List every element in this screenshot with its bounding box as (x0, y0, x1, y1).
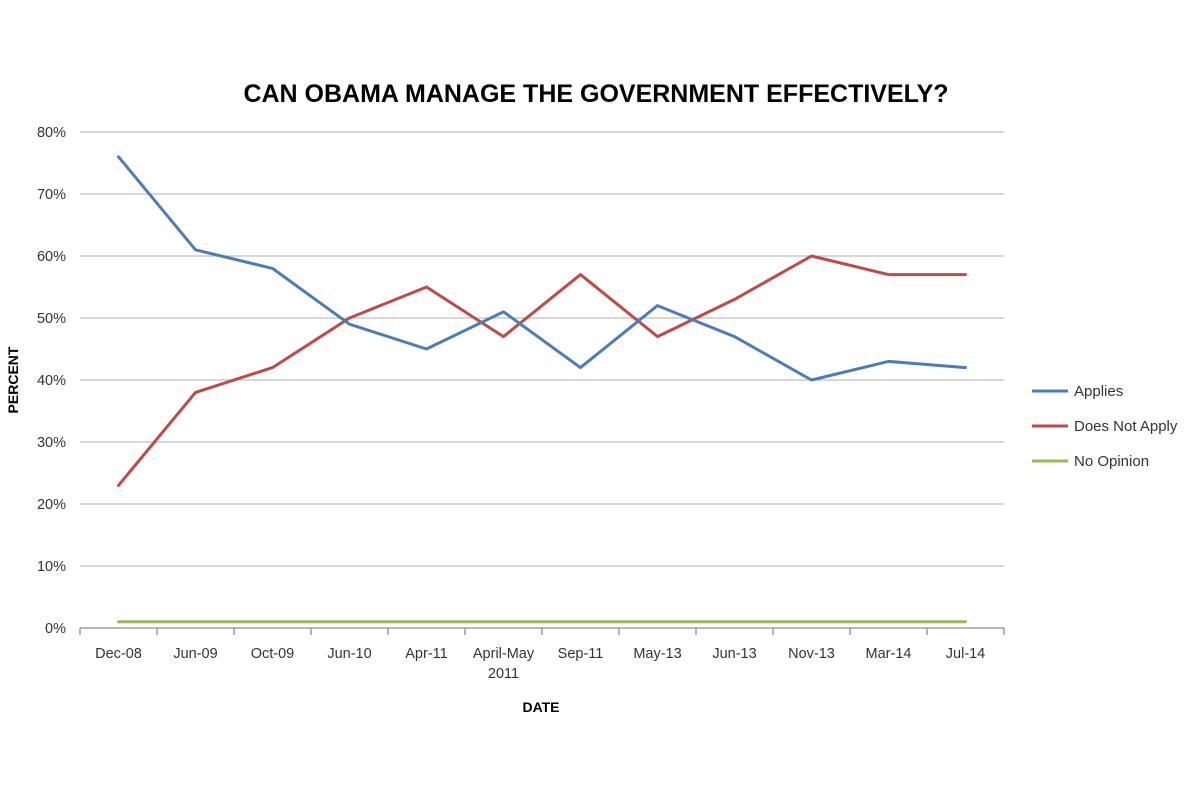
x-tick-label: April-May 2011 (473, 646, 535, 682)
x-tick-label: Oct-09 (251, 646, 295, 662)
x-tick-label: Nov-13 (788, 646, 835, 662)
x-tick-label: Jun-10 (327, 646, 371, 662)
y-tick-label: 40% (37, 373, 66, 389)
y-tick-label: 50% (37, 311, 66, 327)
x-tick-label: Sep-11 (558, 646, 604, 662)
chart-title: CAN OBAMA MANAGE THE GOVERNMENT EFFECTIV… (243, 80, 948, 108)
axes (79, 627, 1005, 635)
x-tick-label: Dec-08 (95, 646, 142, 662)
x-tick-label: Jul-14 (946, 646, 986, 662)
x-tick-label: May-13 (633, 646, 681, 662)
y-tick-label: 70% (37, 187, 66, 203)
series-line-applies (117, 155, 967, 382)
y-tick-label: 30% (37, 435, 66, 451)
x-tick-label: Mar-14 (866, 646, 912, 662)
gridlines (80, 131, 1004, 567)
y-tick-label: 20% (37, 497, 66, 513)
y-tick-label: 80% (37, 125, 66, 141)
x-tick-label: Jun-09 (173, 646, 217, 662)
legend: Applies Does Not Apply No Opinion (1032, 383, 1178, 470)
legend-label-applies: Applies (1074, 383, 1123, 400)
y-tick-label: 10% (37, 559, 66, 575)
y-tick-label: 0% (45, 621, 66, 637)
legend-label-no-opinion: No Opinion (1074, 453, 1149, 470)
legend-label-does-not-apply: Does Not Apply (1074, 418, 1178, 435)
y-tick-label: 60% (37, 249, 66, 265)
x-tick-label: Apr-11 (405, 646, 447, 662)
x-tick-label: Jun-13 (712, 646, 756, 662)
series-line-does-not-apply (117, 254, 967, 487)
x-tick-labels: Dec-08 Jun-09 Oct-09 Jun-10 Apr-11 April-May 2… (95, 646, 985, 682)
series-lines (117, 155, 967, 624)
x-axis-title: DATE (522, 699, 559, 715)
y-tick-labels: 0% 10% 20% 30% 40% 50% 60% 70% 80% (37, 125, 66, 637)
y-axis-title: PERCENT (5, 346, 21, 413)
